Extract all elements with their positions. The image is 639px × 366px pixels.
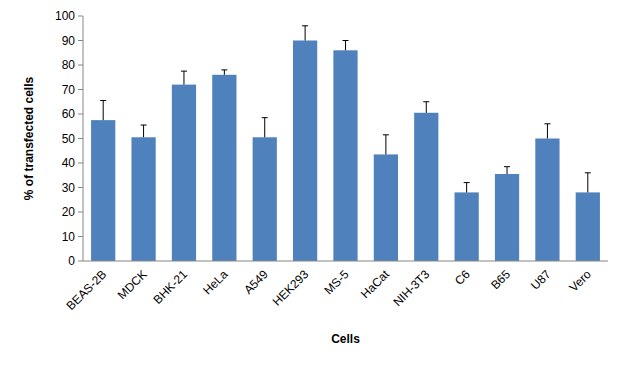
x-tick-label: C6 xyxy=(452,267,473,288)
error-bar xyxy=(221,70,227,75)
y-tick-label: 20 xyxy=(62,205,76,219)
bar xyxy=(374,154,398,261)
bar xyxy=(576,192,600,261)
error-cap xyxy=(423,101,429,102)
x-tick-label: BHK-21 xyxy=(150,267,190,307)
y-tick xyxy=(78,261,83,262)
bar xyxy=(455,192,479,261)
y-tick-label: 40 xyxy=(62,156,76,170)
error-cap xyxy=(100,100,106,101)
error-cap xyxy=(464,182,470,183)
error-cap xyxy=(383,134,389,135)
error-cap xyxy=(181,71,187,72)
y-tick xyxy=(78,236,83,237)
y-tick xyxy=(78,212,83,213)
error-stem xyxy=(183,71,184,84)
x-tick-label: B65 xyxy=(488,267,513,292)
x-tick-label: HeLa xyxy=(200,267,230,297)
error-bar xyxy=(181,71,187,84)
error-stem xyxy=(466,183,467,193)
y-axis-title: % of transfected cells xyxy=(22,76,36,200)
error-cap xyxy=(544,123,550,124)
error-bar xyxy=(383,135,389,155)
error-bar xyxy=(504,167,510,174)
x-tick-label: NIH-3T3 xyxy=(390,267,432,309)
bar xyxy=(495,174,519,261)
error-bar xyxy=(141,125,147,137)
y-tick xyxy=(78,163,83,164)
y-tick-label: 10 xyxy=(62,230,76,244)
error-cap xyxy=(262,117,268,118)
bar xyxy=(293,41,317,262)
y-tick xyxy=(78,187,83,188)
x-tick-label: MS-5 xyxy=(321,267,351,297)
x-axis xyxy=(83,261,608,262)
error-cap xyxy=(504,166,510,167)
error-stem xyxy=(426,102,427,113)
error-stem xyxy=(507,167,508,174)
bar xyxy=(414,113,438,261)
error-stem xyxy=(587,173,588,193)
bar xyxy=(253,137,277,261)
error-stem xyxy=(224,70,225,75)
y-tick xyxy=(78,138,83,139)
bar xyxy=(91,120,115,261)
x-tick-label: MDCK xyxy=(115,267,150,302)
bar xyxy=(172,85,196,261)
error-bar xyxy=(544,124,550,139)
x-axis-title: Cells xyxy=(331,332,360,346)
y-tick xyxy=(78,40,83,41)
error-stem xyxy=(547,124,548,139)
y-tick-label: 0 xyxy=(68,254,75,268)
error-stem xyxy=(264,118,265,138)
y-tick-label: 90 xyxy=(62,34,76,48)
bar xyxy=(535,139,559,262)
x-tick-label: Vero xyxy=(567,267,595,295)
y-tick xyxy=(78,114,83,115)
chart: 0 10 20 30 40 50 60 70 80 90 100 BEAS-2BMDCKBHK-21 H… xyxy=(0,0,639,366)
y-tick xyxy=(78,89,83,90)
x-tick-label: U87 xyxy=(528,267,554,293)
bar xyxy=(212,75,236,261)
x-tick-label: BEAS-2B xyxy=(64,267,110,313)
bar xyxy=(131,137,155,261)
y-tick-label: 80 xyxy=(62,58,76,72)
error-cap xyxy=(221,69,227,70)
y-tick-label: 100 xyxy=(55,9,75,23)
y-tick-label: 60 xyxy=(62,107,76,121)
error-bar xyxy=(100,101,106,121)
error-bar xyxy=(464,183,470,193)
bars xyxy=(91,26,600,261)
y-tick-label: 30 xyxy=(62,181,76,195)
bar xyxy=(333,50,357,261)
y-tick-label: 70 xyxy=(62,83,76,97)
error-bar xyxy=(585,173,591,193)
error-bar xyxy=(423,102,429,113)
x-tick-label: HEK293 xyxy=(270,267,312,309)
error-bar xyxy=(262,118,268,138)
error-bar xyxy=(343,41,349,51)
error-cap xyxy=(141,125,147,126)
error-bar xyxy=(302,26,308,41)
y-tick-label: 50 xyxy=(62,132,76,146)
error-cap xyxy=(585,172,591,173)
error-stem xyxy=(143,125,144,137)
error-stem xyxy=(103,101,104,121)
error-stem xyxy=(305,26,306,41)
x-tick-label: A549 xyxy=(241,267,271,297)
error-stem xyxy=(345,41,346,51)
y-tick xyxy=(78,65,83,66)
error-stem xyxy=(385,135,386,155)
y-axis xyxy=(83,16,84,261)
y-tick xyxy=(78,16,83,17)
x-tick-label: HaCat xyxy=(358,267,392,301)
error-cap xyxy=(343,40,349,41)
error-cap xyxy=(302,25,308,26)
